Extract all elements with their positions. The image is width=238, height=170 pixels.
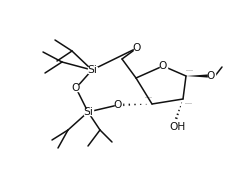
Text: ····: ····: [185, 69, 193, 73]
Text: O: O: [159, 61, 167, 71]
Text: O: O: [72, 83, 80, 93]
Polygon shape: [114, 102, 122, 108]
Polygon shape: [84, 109, 93, 115]
Polygon shape: [88, 67, 96, 73]
Text: ····: ····: [144, 96, 152, 100]
Text: ····: ····: [184, 101, 192, 106]
Polygon shape: [159, 63, 167, 69]
Polygon shape: [208, 73, 214, 79]
Text: O: O: [133, 43, 141, 53]
Text: O: O: [114, 100, 122, 110]
Polygon shape: [73, 85, 79, 91]
Polygon shape: [186, 74, 208, 78]
Text: O: O: [207, 71, 215, 81]
Polygon shape: [134, 45, 140, 51]
Text: OH: OH: [169, 122, 185, 132]
Text: Si: Si: [87, 65, 97, 75]
Text: Si: Si: [83, 107, 93, 117]
